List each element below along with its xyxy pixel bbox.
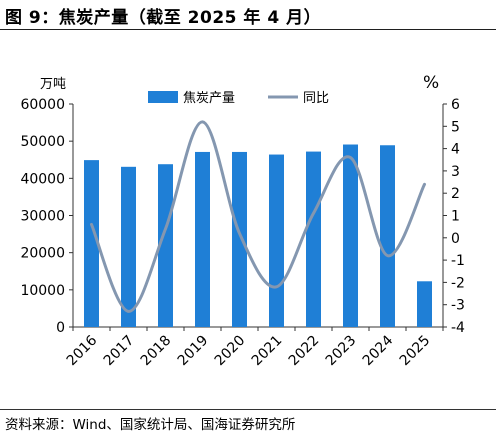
left-tick-label: 20000	[20, 246, 65, 262]
left-tick-label: 0	[56, 320, 65, 336]
left-tick-label: 40000	[20, 171, 65, 187]
right-tick-label: -2	[451, 275, 465, 291]
x-tick-label: 2021	[249, 333, 286, 370]
left-tick-label: 60000	[20, 97, 65, 113]
source-note: 资料来源：Wind、国家统计局、国海证券研究所	[5, 417, 296, 433]
right-tick-label: 1	[451, 209, 460, 225]
right-tick-label: 0	[451, 231, 460, 247]
x-tick-label: 2020	[212, 333, 249, 370]
right-tick-label: 4	[451, 142, 460, 158]
x-tick-label: 2022	[286, 333, 323, 370]
legend-line-label: 同比	[303, 91, 329, 106]
x-tick-label: 2024	[360, 332, 397, 369]
x-tick-label: 2017	[101, 333, 138, 370]
right-tick-label: 6	[451, 97, 460, 113]
bar-2022	[306, 151, 321, 327]
right-tick-label: -3	[451, 298, 465, 314]
left-axis-unit: 万吨	[40, 77, 66, 92]
x-tick-label: 2025	[397, 333, 434, 370]
source-divider	[0, 409, 496, 410]
right-tick-label: 2	[451, 186, 460, 202]
right-tick-label: -1	[451, 253, 465, 269]
yoy-line	[90, 120, 426, 313]
right-tick-label: 3	[451, 164, 460, 180]
bar-2024	[380, 145, 395, 327]
legend-bar-label: 焦炭产量	[183, 91, 235, 106]
x-tick-label: 2019	[175, 333, 212, 370]
x-tick-label: 2023	[323, 333, 360, 370]
legend-bar-swatch	[148, 91, 178, 103]
x-tick-label: 2018	[138, 333, 175, 370]
x-tick-label: 2016	[64, 332, 101, 369]
bar-2017	[121, 166, 136, 327]
bar-2021	[269, 154, 284, 327]
bar-2023	[343, 144, 358, 327]
right-axis-unit: %	[423, 73, 439, 93]
figure-title: 图 9：焦炭产量（截至 2025 年 4 月）	[5, 8, 322, 28]
title-divider	[0, 29, 496, 30]
right-tick-label: -4	[451, 320, 465, 336]
bar-2018	[158, 164, 173, 327]
chart: 0 10000 20000 30000 40000 50000 60000 -4 -3 -2 -1 0…	[20, 73, 465, 370]
left-tick-label: 30000	[20, 209, 65, 225]
right-tick-label: 5	[451, 119, 460, 135]
bar-2025	[417, 281, 432, 327]
left-tick-label: 50000	[20, 134, 65, 150]
bar-2019	[195, 151, 210, 327]
left-tick-label: 10000	[20, 283, 65, 299]
bar-2016	[84, 160, 99, 327]
bar-2020	[232, 151, 247, 327]
